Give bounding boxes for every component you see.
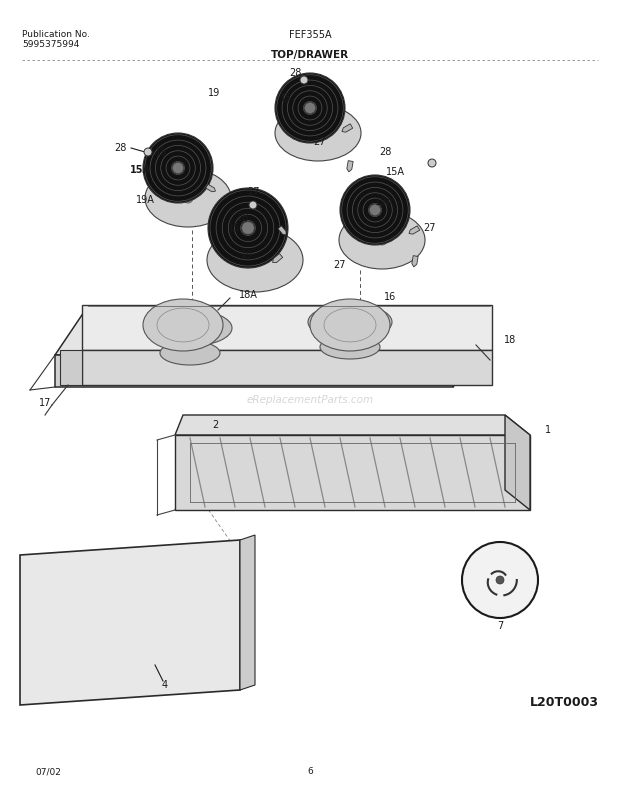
Polygon shape — [82, 350, 492, 385]
Circle shape — [340, 175, 410, 245]
Polygon shape — [60, 350, 82, 385]
Text: TOP/DRAWER: TOP/DRAWER — [271, 50, 349, 60]
Text: eReplacementParts.com: eReplacementParts.com — [246, 395, 374, 405]
Ellipse shape — [310, 299, 390, 351]
Text: 28: 28 — [379, 147, 391, 157]
Text: 27: 27 — [314, 137, 326, 147]
Polygon shape — [55, 306, 490, 355]
Circle shape — [275, 73, 345, 143]
Text: 15A: 15A — [130, 165, 151, 175]
Circle shape — [250, 255, 260, 265]
Text: 16: 16 — [384, 292, 396, 302]
Polygon shape — [240, 535, 255, 690]
Ellipse shape — [275, 105, 361, 161]
Text: 19: 19 — [208, 88, 220, 98]
Ellipse shape — [339, 211, 425, 269]
Text: 18A: 18A — [239, 290, 257, 300]
Text: 15A: 15A — [386, 167, 404, 177]
Polygon shape — [453, 306, 490, 387]
Text: 2: 2 — [212, 420, 218, 430]
Polygon shape — [175, 490, 530, 510]
Polygon shape — [347, 161, 353, 172]
Circle shape — [300, 76, 308, 84]
Text: 28: 28 — [114, 143, 126, 153]
Circle shape — [249, 201, 257, 209]
Circle shape — [370, 204, 381, 215]
Text: 19: 19 — [241, 250, 253, 260]
Text: 6: 6 — [307, 767, 313, 776]
Polygon shape — [55, 355, 453, 387]
Circle shape — [208, 188, 288, 268]
Polygon shape — [278, 226, 286, 234]
Ellipse shape — [145, 169, 231, 227]
Text: 07/02: 07/02 — [35, 767, 61, 776]
Polygon shape — [175, 415, 530, 435]
Ellipse shape — [308, 304, 392, 340]
Polygon shape — [206, 185, 216, 192]
Ellipse shape — [160, 341, 220, 365]
Text: 27: 27 — [334, 260, 346, 270]
Circle shape — [462, 542, 538, 618]
Circle shape — [313, 128, 323, 138]
Polygon shape — [505, 415, 530, 510]
Text: 27: 27 — [423, 223, 436, 233]
Text: 4: 4 — [162, 680, 168, 690]
Polygon shape — [412, 256, 418, 267]
Text: 19: 19 — [155, 147, 167, 157]
Circle shape — [242, 222, 254, 234]
Text: FEF355A: FEF355A — [289, 30, 331, 40]
Text: 18: 18 — [504, 335, 516, 345]
Text: L20T0003: L20T0003 — [530, 696, 599, 710]
Ellipse shape — [143, 299, 223, 351]
Polygon shape — [82, 305, 492, 350]
Circle shape — [144, 148, 152, 156]
Circle shape — [143, 133, 213, 203]
Text: Publication No.: Publication No. — [22, 30, 90, 39]
Polygon shape — [20, 540, 240, 705]
Circle shape — [304, 102, 316, 113]
Text: 15: 15 — [228, 223, 240, 233]
Text: 27: 27 — [248, 187, 260, 197]
Circle shape — [377, 235, 387, 245]
Ellipse shape — [207, 228, 303, 292]
Circle shape — [496, 576, 504, 584]
Ellipse shape — [320, 335, 380, 359]
Circle shape — [172, 162, 184, 173]
Polygon shape — [409, 226, 420, 234]
Text: 28: 28 — [289, 68, 301, 78]
Text: 28: 28 — [236, 213, 248, 223]
Text: 17: 17 — [39, 398, 51, 408]
Circle shape — [183, 193, 193, 203]
Text: 7: 7 — [497, 621, 503, 631]
Text: 19A: 19A — [136, 195, 154, 205]
Polygon shape — [273, 253, 283, 262]
Circle shape — [428, 159, 436, 167]
Polygon shape — [175, 435, 530, 510]
Text: 19A: 19A — [375, 197, 394, 207]
Text: 5995375994: 5995375994 — [22, 40, 79, 49]
Text: 15: 15 — [280, 93, 293, 103]
Ellipse shape — [148, 310, 232, 346]
Polygon shape — [342, 124, 353, 132]
Text: 1: 1 — [545, 425, 551, 435]
